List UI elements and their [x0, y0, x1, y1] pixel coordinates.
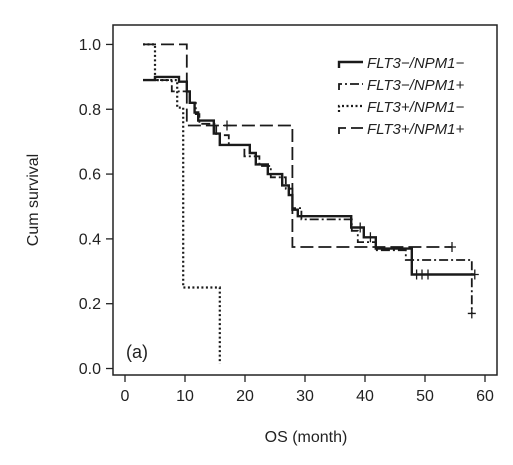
y-axis-title: Cum survival — [25, 154, 42, 246]
series-layer — [143, 43, 479, 364]
legend-label-0: FLT3−/NPM1− — [367, 55, 464, 72]
x-tick-label-3: 30 — [296, 388, 314, 405]
y-tick-label-1: 0.2 — [79, 296, 101, 313]
legend-swatch-2 — [337, 104, 363, 112]
y-tick-label-0: 0.0 — [79, 361, 101, 378]
legend: FLT3−/NPM1− FLT3−/NPM1+ FLT3+/NPM1− FLT3+/N… — [337, 55, 464, 138]
y-axis: 0.0 0.2 0.4 0.6 0.8 1.0 — [79, 37, 113, 378]
censor-mark-3-0 — [223, 120, 231, 131]
censor-mark-3-1 — [448, 241, 456, 252]
censor-mark-0-0 — [356, 222, 365, 233]
panel-label: (a) — [126, 342, 148, 362]
censor-mark-1-0 — [467, 308, 476, 319]
y-tick-label-4: 0.8 — [79, 102, 101, 119]
x-axis-title: OS (month) — [265, 429, 348, 446]
x-tick-label-4: 40 — [356, 388, 374, 405]
series-line-3 — [143, 43, 452, 248]
x-tick-label-0: 0 — [121, 388, 130, 405]
y-tick-label-3: 0.6 — [79, 167, 101, 184]
x-tick-label-1: 10 — [176, 388, 194, 405]
censor-mark-0-4 — [424, 269, 432, 280]
x-tick-label-2: 20 — [236, 388, 254, 405]
legend-swatch-0 — [337, 60, 363, 68]
legend-label-3: FLT3+/NPM1+ — [367, 121, 464, 138]
series-line-1 — [143, 79, 473, 314]
y-tick-label-5: 1.0 — [79, 37, 101, 54]
x-axis: 0 10 20 30 40 50 60 — [121, 375, 494, 405]
legend-swatch-1 — [338, 83, 363, 90]
x-tick-label-6: 60 — [476, 388, 494, 405]
legend-label-1: FLT3−/NPM1+ — [367, 77, 464, 94]
y-tick-label-2: 0.4 — [79, 231, 101, 248]
censor-mark-0-1 — [366, 232, 375, 243]
legend-label-2: FLT3+/NPM1− — [367, 99, 464, 116]
x-tick-label-5: 50 — [416, 388, 434, 405]
series-line-2 — [143, 43, 221, 364]
legend-swatch-3 — [338, 127, 363, 134]
